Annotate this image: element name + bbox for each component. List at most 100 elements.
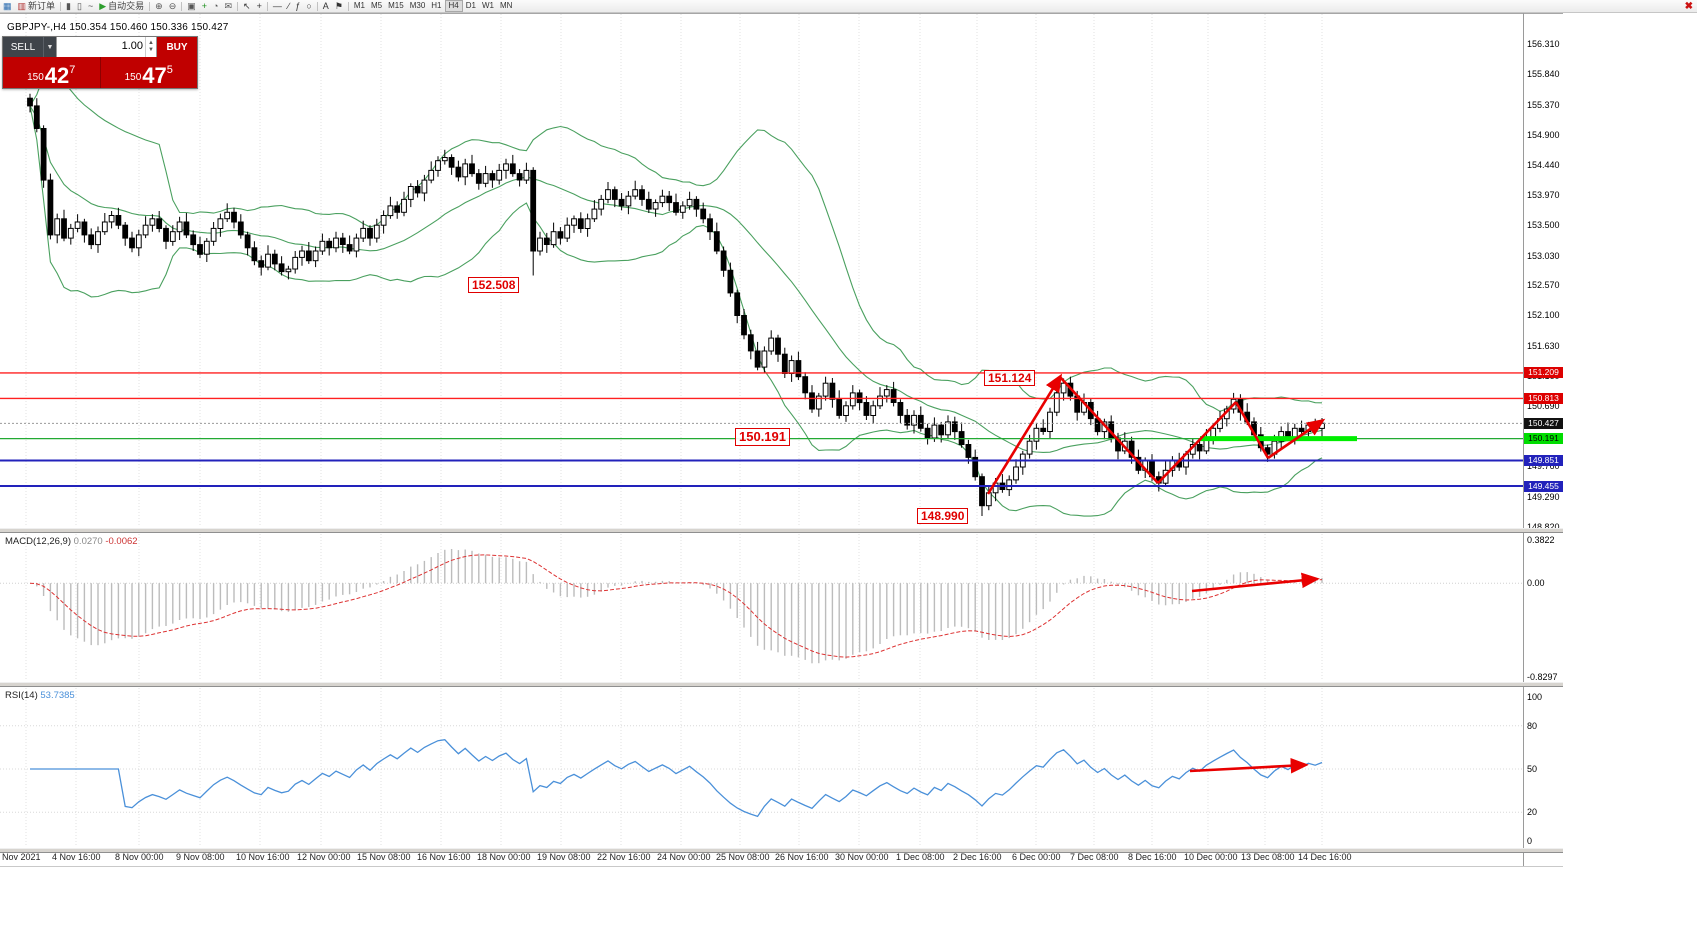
tile-windows-icon[interactable]: ▣	[184, 0, 199, 13]
macd-axis-label: 0.3822	[1527, 535, 1555, 545]
time-axis-label: 15 Nov 08:00	[357, 852, 411, 862]
hline-tool-icon[interactable]: —	[270, 0, 285, 13]
timeframe-m5-button[interactable]: M5	[371, 1, 383, 10]
price-axis-label: 154.440	[1527, 159, 1560, 170]
terminal-icon[interactable]: ▦	[0, 0, 15, 13]
shapes-tool-icon: ○	[306, 1, 312, 11]
time-axis-label: Nov 2021	[2, 852, 41, 862]
rsi-indicator	[30, 739, 1323, 818]
macd-indicator-label: MACD(12,26,9) 0.0270 -0.0062	[5, 536, 138, 547]
time-axis-label: 30 Nov 00:00	[835, 852, 889, 862]
crosshair-tool-icon[interactable]: +	[254, 0, 265, 13]
timeframe-m1-button[interactable]: M1	[353, 1, 366, 10]
price-axis-label: 153.970	[1527, 189, 1560, 200]
toolbar-separator	[237, 1, 239, 11]
time-axis-label: 12 Nov 00:00	[297, 852, 351, 862]
indicators-add-icon[interactable]: +	[199, 0, 210, 13]
time-axis-label: 7 Dec 08:00	[1070, 852, 1119, 862]
fibo-tool-icon[interactable]: ƒ	[292, 0, 303, 13]
new-order-button-label: 新订单	[28, 1, 56, 11]
sell-price-prefix: 150	[27, 72, 44, 83]
toolbar-separator	[316, 1, 318, 11]
chart-candle-type-icon[interactable]: ▯	[74, 0, 85, 13]
volume-spinner[interactable]: ▲ ▼	[145, 37, 156, 57]
rsi-indicator-label: RSI(14) 53.7385	[5, 690, 75, 701]
sell-button[interactable]: SELL	[3, 37, 43, 57]
macd-signal-value: -0.0062	[105, 536, 138, 547]
macd-name: MACD(12,26,9)	[5, 536, 71, 547]
price-callout[interactable]: 151.124	[984, 370, 1036, 387]
chart-bar-type-icon[interactable]: ▮	[63, 0, 74, 13]
algo-trading-button[interactable]: ▶ 自动交易	[96, 0, 147, 13]
zoom-out-icon[interactable]: ⊖	[166, 0, 180, 13]
time-axis-label: 6 Dec 00:00	[1012, 852, 1061, 862]
buy-price-sup: 5	[166, 64, 173, 76]
mail-icon[interactable]: ✉	[221, 0, 235, 13]
timeframe-m15-button[interactable]: M15	[388, 1, 404, 10]
time-axis-label: 1 Dec 08:00	[896, 852, 945, 862]
price-axis-label: 150.690	[1527, 401, 1560, 412]
algo-trading-button-label: 自动交易	[108, 1, 145, 11]
chart-line-type-icon[interactable]: ~	[85, 0, 96, 13]
trendline-tool-icon[interactable]: ∕	[285, 0, 293, 13]
spin-up-icon[interactable]: ▲	[148, 40, 154, 46]
price-callout[interactable]: 148.990	[917, 508, 969, 525]
indicators-add-icon: +	[201, 1, 208, 11]
time-axis-border	[0, 866, 1563, 867]
time-axis-label: 18 Nov 00:00	[477, 852, 531, 862]
time-axis-label: 13 Dec 08:00	[1241, 852, 1295, 862]
timeframe-h4-button[interactable]: H4	[444, 0, 463, 12]
price-callout[interactable]: 152.508	[468, 277, 520, 294]
trendline-tool-icon: ∕	[287, 1, 290, 11]
price-tag: 150.813	[1524, 392, 1563, 404]
timeframe-mn-button[interactable]: MN	[499, 1, 513, 10]
zoom-in-icon[interactable]: ⊕	[152, 0, 166, 13]
price-axis-label: 151.630	[1527, 340, 1560, 351]
price-axis-label: 155.370	[1527, 99, 1560, 110]
sell-options-dropdown[interactable]: ▼	[43, 37, 56, 57]
period-clock-icon[interactable]: ◔	[210, 0, 221, 13]
timeframe-w1-button[interactable]: W1	[481, 1, 494, 10]
volume-input[interactable]: 1.00 ▲ ▼	[56, 37, 157, 57]
price-axis-label: 156.310	[1527, 39, 1560, 49]
horizontal-lines[interactable]	[0, 372, 1523, 488]
text-tool-icon[interactable]: A	[320, 0, 332, 13]
price-axis-label: 153.030	[1527, 250, 1560, 261]
period-clock-icon: ◔	[213, 1, 219, 11]
terminal-icon: ▦	[3, 1, 12, 11]
tile-windows-icon: ▣	[187, 1, 196, 11]
toolbar-separator	[266, 1, 268, 11]
price-tag: 150.427	[1524, 417, 1563, 429]
rsi-panel-separator[interactable]	[0, 682, 1563, 687]
text-tool-icon: A	[322, 1, 329, 11]
time-axis-label: 14 Dec 16:00	[1298, 852, 1352, 862]
price-tag: 151.209	[1524, 367, 1563, 379]
timeframe-m30-button[interactable]: M30	[409, 1, 426, 10]
toolbar-separator	[60, 1, 62, 11]
time-axis-label: 9 Nov 08:00	[176, 852, 225, 862]
buy-button[interactable]: BUY	[157, 37, 197, 57]
close-chart-button[interactable]: ✖	[1684, 1, 1693, 12]
rsi-axis-label: 0	[1527, 836, 1533, 846]
cursor-tool-icon[interactable]: ↖	[240, 0, 254, 13]
rsi-axis-label: 100	[1527, 692, 1543, 702]
arrows-tool-icon[interactable]: ⚑	[332, 0, 346, 13]
new-order-button[interactable]: ▥ 新订单	[15, 0, 59, 13]
buy-price-display[interactable]: 150 47 5	[99, 57, 198, 88]
shapes-tool-icon[interactable]: ○	[303, 0, 314, 13]
timeframe-d1-button[interactable]: D1	[465, 1, 476, 10]
sell-price-big: 42	[44, 63, 70, 88]
price-axis-label: 153.500	[1527, 220, 1560, 231]
zoom-in-icon: ⊕	[155, 1, 163, 11]
price-callout[interactable]: 150.191	[735, 428, 790, 446]
time-axis-label: 16 Nov 16:00	[417, 852, 471, 862]
toolbar-separator	[347, 1, 349, 11]
trend-arrows[interactable]	[986, 373, 1326, 774]
price-axis-label: 149.760	[1527, 461, 1560, 472]
chart-bar-type-icon: ▮	[66, 1, 71, 11]
spin-down-icon[interactable]: ▼	[148, 47, 154, 53]
timeframe-h1-button[interactable]: H1	[431, 1, 442, 10]
sell-price-display[interactable]: 150 42 7	[3, 57, 100, 88]
macd-panel-separator[interactable]	[0, 528, 1563, 533]
